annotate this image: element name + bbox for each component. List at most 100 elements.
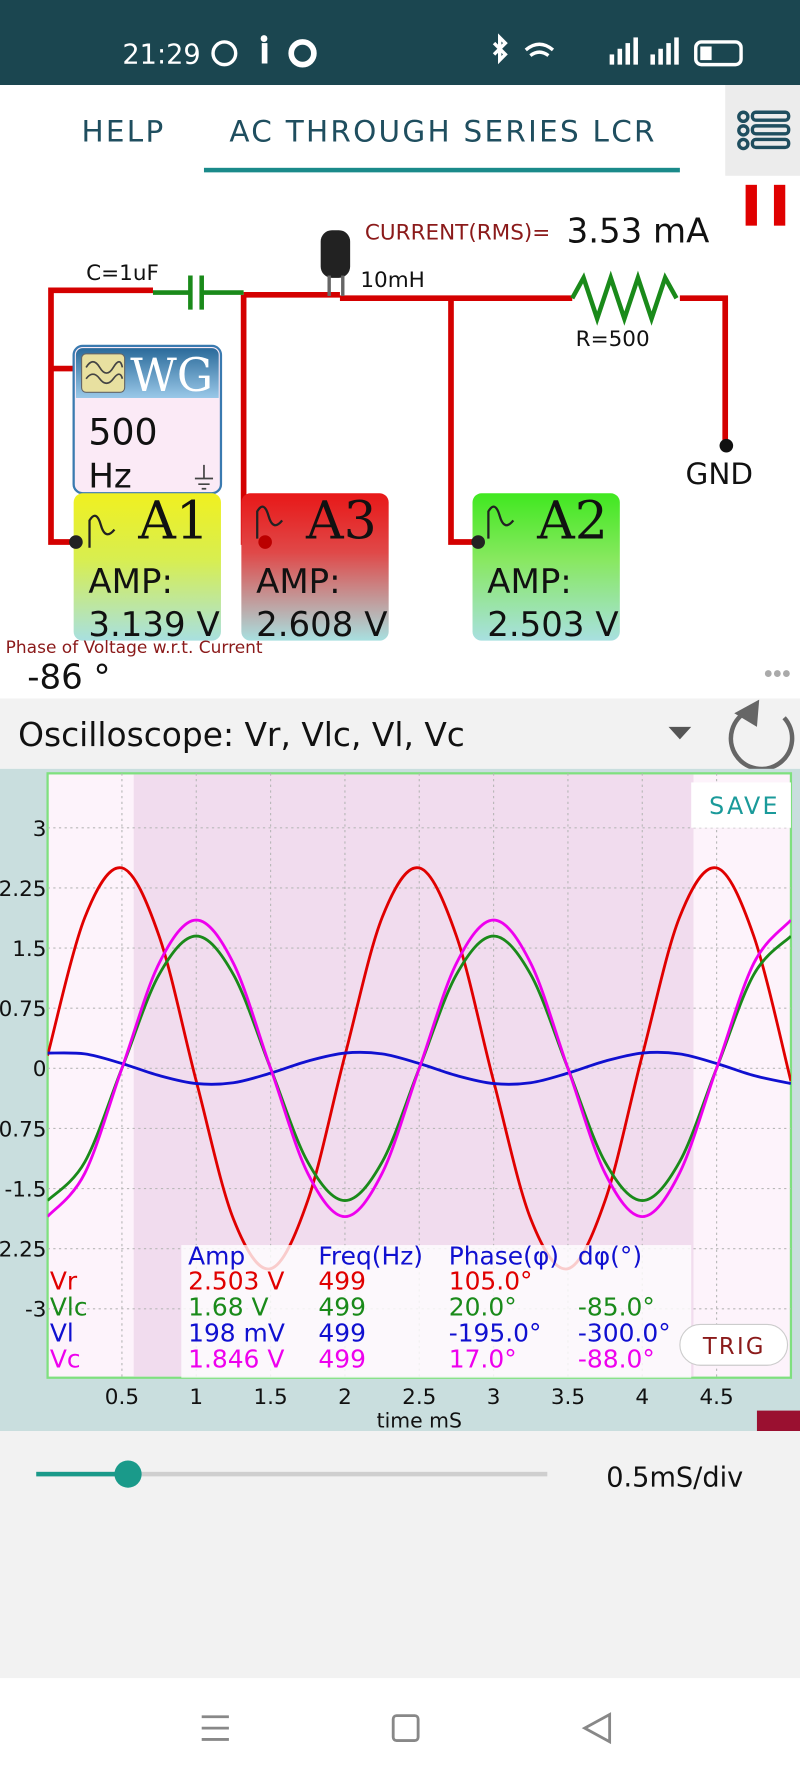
table-cell: -195.0° (449, 1318, 542, 1347)
x-tick-label: 1 (189, 1385, 203, 1410)
trig-label[interactable]: TRIG (702, 1334, 766, 1360)
meter-terminal (69, 535, 83, 549)
status-bar (0, 0, 800, 86)
legend-name: Vc (50, 1345, 81, 1374)
ground-label: GND (686, 457, 754, 491)
oscilloscope-header (0, 698, 800, 769)
reset-icon[interactable] (728, 699, 795, 772)
meter-terminal (471, 535, 485, 549)
trace (47, 866, 791, 1271)
nav-bar (0, 1678, 800, 1778)
table-cell: 1.68 V (188, 1292, 268, 1321)
traces (47, 866, 791, 1271)
generator-name: WG (130, 349, 213, 402)
capacitor-label: C=1uF (86, 261, 159, 286)
table-header: dφ(°) (578, 1241, 642, 1270)
table-cell: -300.0° (578, 1318, 671, 1347)
generator-unit: Hz (88, 457, 131, 497)
wave-generator[interactable] (72, 344, 223, 495)
table-cell: 2.503 V (188, 1266, 284, 1295)
meter-name: A1 (137, 492, 209, 552)
y-tick-label: 2.25 (0, 877, 46, 902)
meter-label: AMP: (256, 562, 341, 602)
ground-node (719, 438, 734, 453)
table-cell: 499 (318, 1266, 366, 1295)
y-tick-label: -3 (25, 1298, 46, 1323)
x-tick-label: 3.5 (551, 1385, 585, 1410)
meter-name: A3 (305, 492, 377, 552)
table-cell: 499 (318, 1292, 366, 1321)
inductor (320, 230, 351, 296)
y-tick-label: -2.25 (0, 1238, 46, 1263)
table-cell: 198 mV (188, 1318, 285, 1347)
pause-button-bar[interactable] (773, 184, 786, 226)
meter-name: A2 (536, 492, 608, 552)
x-tick-label: 1.5 (253, 1385, 287, 1410)
meter-box (241, 493, 389, 641)
meter-icon (487, 505, 515, 539)
oscilloscope-title[interactable]: Oscilloscope: Vr, Vlc, Vl, Vc (18, 715, 465, 754)
table-cell: -88.0° (578, 1345, 655, 1374)
pause-button[interactable] (745, 184, 757, 226)
save-button[interactable] (691, 782, 791, 828)
x-tick-label: 4 (635, 1385, 649, 1410)
meter-terminal (258, 535, 272, 549)
table: Amp Freq(Hz) Phase(φ) dφ(°) Vr 2.503 V 499 105.… (50, 1241, 671, 1373)
x-tick-label: 4.5 (699, 1385, 733, 1410)
signal-icons (260, 35, 679, 65)
slider-fill (36, 1471, 129, 1477)
inductor-label: 10mH (360, 268, 424, 293)
legend-name: Vl (50, 1318, 74, 1347)
y-tick-label: 0.75 (0, 997, 46, 1022)
meter-value: 2.503 V (487, 605, 618, 645)
table-cell: 105.0° (449, 1266, 533, 1295)
table-cell: 499 (318, 1345, 366, 1374)
tab-active[interactable]: AC THROUGH SERIES LCR (229, 115, 656, 149)
x-tick-label: 2 (338, 1385, 352, 1410)
tab-indicator (203, 167, 680, 173)
slider-knob[interactable] (114, 1460, 142, 1488)
trig-button[interactable] (679, 1323, 789, 1366)
current-label: CURRENT(RMS)= (365, 220, 550, 245)
meter-value: 3.139 V (88, 605, 219, 645)
axes: 3 2.25 1.5 0.75 0 -0.75 -1.5 -2.25 -3 0.5 1 1.5 2 2.5… (0, 817, 734, 1433)
tab-help[interactable]: HELP (82, 115, 166, 149)
current-value: 3.53 mA (567, 212, 710, 252)
x-tick-label: 3 (487, 1385, 501, 1410)
x-axis-label: time mS (377, 1409, 462, 1433)
y-tick-label: -1.5 (4, 1177, 46, 1202)
phase-value: -86 ° (27, 657, 110, 697)
resistor-label: R=500 (576, 327, 650, 352)
nav-buttons[interactable] (201, 1712, 612, 1745)
table-header: Amp (188, 1241, 245, 1270)
dropdown-arrow[interactable] (668, 726, 692, 740)
meter-box (472, 493, 620, 641)
slider-track[interactable] (36, 1471, 548, 1477)
legend-name: Vlc (50, 1292, 88, 1321)
trace (47, 1050, 791, 1086)
more-dots[interactable] (764, 670, 790, 677)
y-tick-label: 0 (33, 1057, 47, 1082)
table-cell: -85.0° (578, 1292, 655, 1321)
clock: 21:29 (122, 39, 200, 70)
y-tick-label: 1.5 (12, 937, 46, 962)
status-icons (211, 33, 743, 68)
meter-icon (88, 514, 116, 548)
timebase-label: 0.5mS/div (606, 1463, 743, 1494)
table-cell: 499 (318, 1318, 366, 1347)
y-tick-label: -0.75 (0, 1117, 46, 1142)
y-tick-label: 3 (33, 817, 47, 842)
meter-label: AMP: (88, 562, 173, 602)
trace (47, 918, 791, 1219)
meter-icon (256, 505, 284, 539)
phase-label: Phase of Voltage w.r.t. Current (6, 638, 263, 658)
meter-box (73, 493, 221, 641)
table-header: Phase(φ) (449, 1241, 559, 1270)
save-label[interactable]: SAVE (709, 792, 780, 820)
generator-value: 500 (88, 410, 157, 453)
table-cell: 17.0° (449, 1345, 517, 1374)
table-cell: 1.846 V (188, 1345, 284, 1374)
